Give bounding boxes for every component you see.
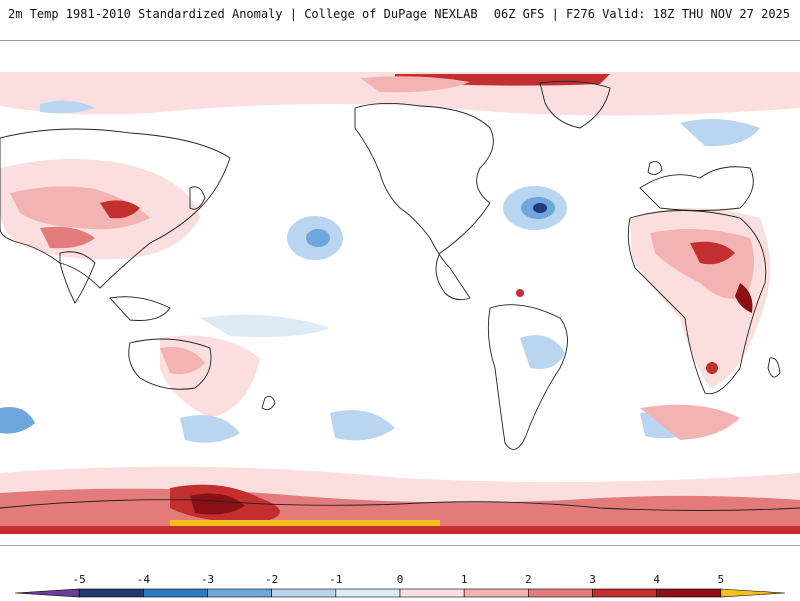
south-america-cold: [520, 335, 565, 369]
atlantic-cold-core: [533, 203, 547, 213]
asia-warm-core: [10, 186, 150, 230]
colorbar-tick-label: 0: [397, 573, 404, 586]
africa-warm-core: [650, 229, 754, 299]
colorbar-segment: [720, 588, 786, 598]
arctic-warm-east: [360, 76, 470, 93]
colorbar-segment: [656, 588, 722, 598]
arctic-cold-spot: [40, 100, 95, 114]
colorbar-segment: [399, 588, 465, 598]
colorbar-segment: [143, 588, 208, 598]
colorbar-tick-label: -4: [137, 573, 151, 586]
colorbar-tick-label: -1: [329, 573, 342, 586]
maritime-asia-outline: [109, 296, 171, 321]
map-header: 2m Temp 1981-2010 Standardized Anomaly |…: [0, 0, 800, 41]
new-zealand-outline: [261, 395, 276, 411]
colorbar-segment: [528, 588, 593, 598]
europe-cold: [680, 119, 760, 147]
colorbar-segment: [207, 588, 272, 598]
africa-hot: [690, 241, 735, 265]
map-title: 2m Temp 1981-2010 Standardized Anomaly |…: [8, 7, 478, 21]
africa-outline: [627, 210, 767, 395]
south-indian-cold: [180, 415, 240, 443]
colorbar-panel: -5 -4 -3 -2 -1 0 1 2 3 4 5: [0, 545, 800, 601]
north-america-outline: [354, 102, 494, 301]
antarctic-very-warm: [190, 493, 245, 515]
colorbar-tick-label: 3: [589, 573, 596, 586]
anomaly-map: [0, 68, 800, 534]
bottom-border-band: [0, 526, 800, 534]
colorbar-segment: [78, 588, 144, 598]
colorbar-tick-label: -5: [73, 573, 86, 586]
colorbar-segment: [592, 588, 657, 598]
tropical-cold-band: [200, 314, 330, 337]
asia-warm-hot: [100, 200, 140, 219]
south-africa-hot: [706, 362, 718, 374]
west-edge-cold: [0, 407, 35, 434]
south-america-hot: [516, 289, 524, 297]
south-america-outline: [487, 304, 568, 450]
colorbar-tick-label: 4: [653, 573, 660, 586]
australia-outline: [128, 338, 212, 390]
colorbar-tick-label: 5: [718, 573, 725, 586]
india-outline: [59, 251, 96, 304]
colorbar-tick-label: 1: [461, 573, 468, 586]
colorbar-segment: [14, 588, 80, 598]
madagascar-outline: [767, 357, 781, 378]
south-atlantic-cold: [330, 410, 395, 441]
colorbar-tick-label: 2: [525, 573, 532, 586]
continent-outlines: [0, 80, 800, 511]
uk-outline: [647, 161, 663, 175]
colorbar: -5 -4 -3 -2 -1 0 1 2 3 4 5: [14, 573, 786, 598]
greenland-outline: [539, 80, 611, 129]
asia-outline: [0, 128, 231, 289]
colorbar-segment: [463, 588, 529, 598]
australia-warm: [160, 347, 205, 375]
south-ocean-warm-east: [640, 404, 740, 440]
tibet-warm: [40, 226, 95, 249]
colorbar-segment: [335, 588, 401, 598]
japan-outline: [189, 186, 206, 210]
colorbar-segment: [271, 588, 337, 598]
antarctica-outline: [0, 499, 800, 511]
east-africa-hot: [735, 283, 753, 313]
colorbar-tick-label: -3: [201, 573, 214, 586]
pacific-cold-core: [306, 229, 330, 247]
model-run-info: 06Z GFS | F276 Valid: 18Z THU NOV 27 202…: [493, 7, 790, 21]
europe-outline: [639, 166, 754, 211]
colorbar-tick-label: -2: [265, 573, 278, 586]
